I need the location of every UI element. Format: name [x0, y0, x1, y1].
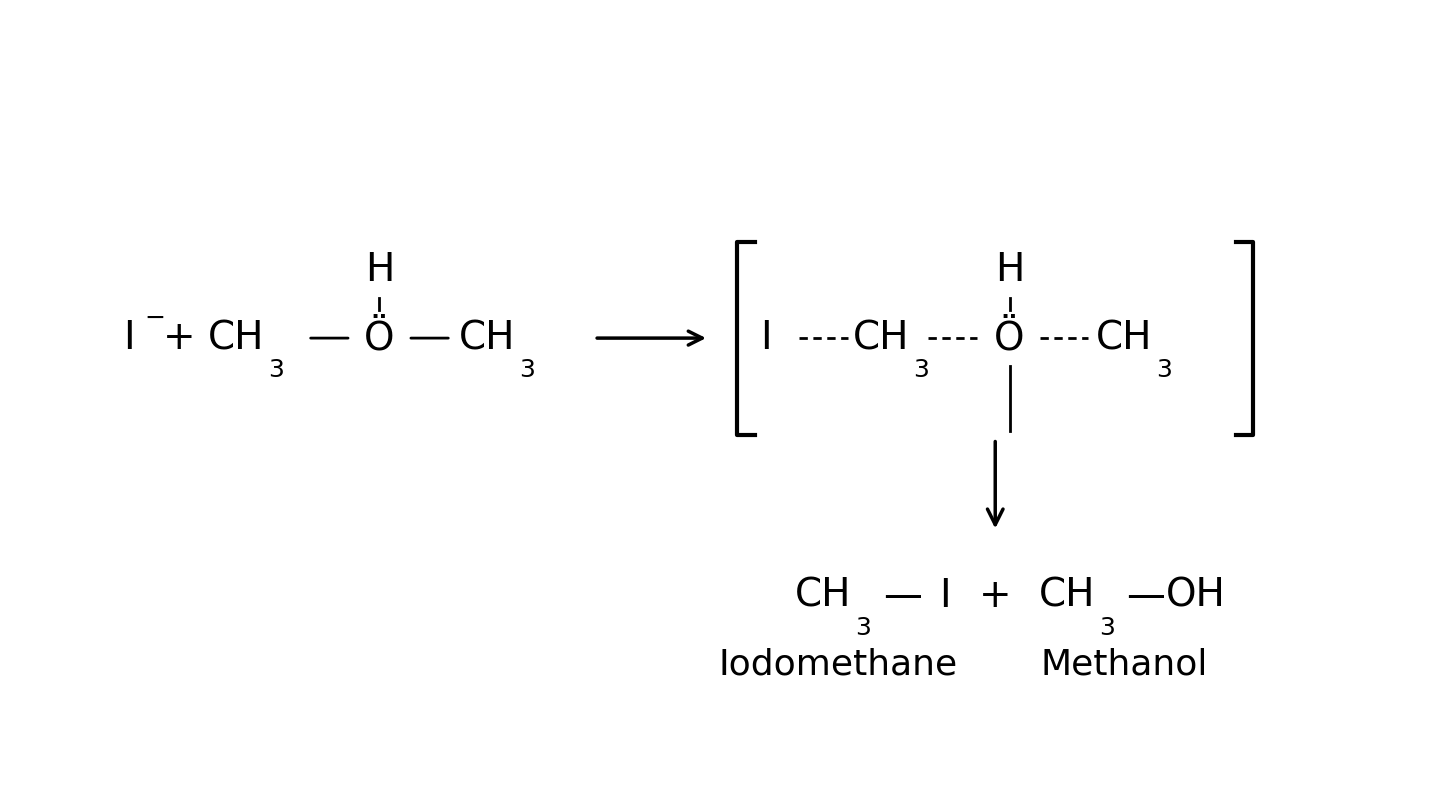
- Text: 3: 3: [518, 358, 536, 382]
- Text: Methanol: Methanol: [1041, 647, 1207, 681]
- Text: OH: OH: [1166, 576, 1226, 615]
- Text: 3: 3: [1156, 358, 1173, 382]
- Text: 3: 3: [268, 358, 285, 382]
- Text: CH: CH: [1095, 319, 1153, 357]
- Text: CH: CH: [852, 319, 909, 357]
- Text: +: +: [163, 319, 195, 357]
- Text: 3: 3: [855, 616, 872, 640]
- Text: CH: CH: [458, 319, 516, 357]
- Text: Ö: Ö: [994, 319, 1025, 357]
- Text: CH: CH: [208, 319, 265, 357]
- Text: 3: 3: [912, 358, 929, 382]
- Text: 3: 3: [1098, 616, 1116, 640]
- Text: CH: CH: [795, 576, 852, 615]
- Text: —: —: [1126, 576, 1166, 615]
- Text: +: +: [979, 576, 1011, 615]
- Text: I: I: [123, 319, 135, 357]
- Text: H: H: [995, 250, 1024, 289]
- Text: Iodomethane: Iodomethane: [719, 647, 957, 681]
- Text: H: H: [365, 250, 394, 289]
- Text: I: I: [760, 319, 772, 357]
- Text: −: −: [145, 306, 165, 330]
- Text: Ö: Ö: [364, 319, 395, 357]
- Text: I: I: [939, 576, 951, 615]
- Text: —: —: [882, 576, 922, 615]
- Text: CH: CH: [1038, 576, 1095, 615]
